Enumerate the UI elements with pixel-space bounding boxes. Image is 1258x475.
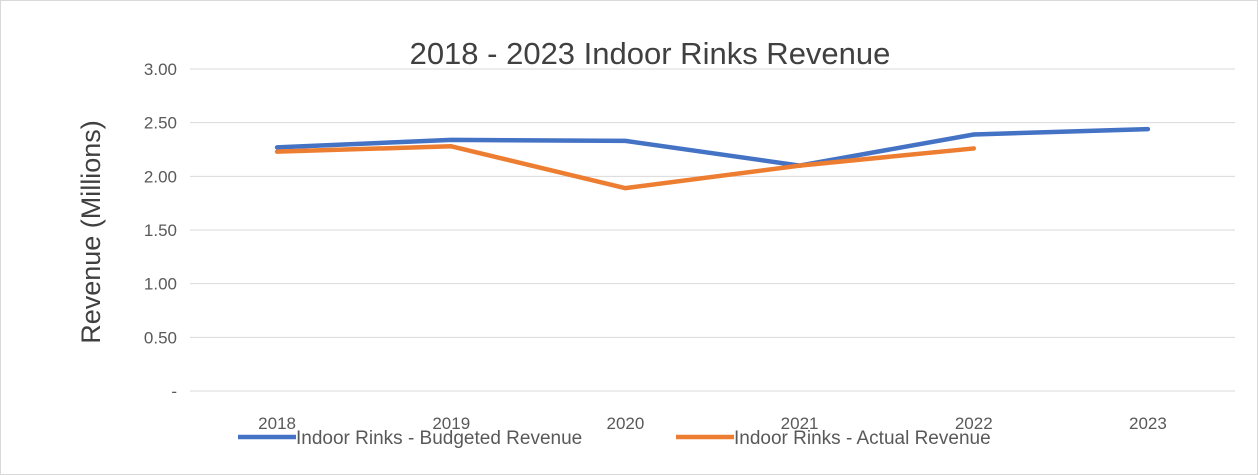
legend: Indoor Rinks - Budgeted Revenue Indoor Ri… xyxy=(238,428,991,449)
y-axis-ticks: - 0.50 1.00 1.50 2.00 2.50 3.00 xyxy=(144,60,177,401)
legend-label: Indoor Rinks - Budgeted Revenue xyxy=(296,428,582,449)
y-tick-label: 0.50 xyxy=(144,328,177,347)
y-axis-label: Revenue (Millions) xyxy=(76,120,106,344)
x-axis-ticks: 2018 2019 2020 2021 2022 2023 xyxy=(258,414,1167,433)
y-tick-label: 2.50 xyxy=(144,114,177,133)
y-tick-label: 1.00 xyxy=(144,275,177,294)
x-tick-label: 2021 xyxy=(781,414,819,433)
series-line xyxy=(274,144,976,191)
y-tick-label: 2.00 xyxy=(144,167,177,186)
gridlines xyxy=(190,68,1235,392)
x-tick-label: 2020 xyxy=(607,414,645,433)
x-tick-label: 2022 xyxy=(955,414,993,433)
x-tick-label: 2023 xyxy=(1129,414,1167,433)
legend-label: Indoor Rinks - Actual Revenue xyxy=(734,428,991,449)
series-lines xyxy=(274,126,1151,191)
chart-title: 2018 - 2023 Indoor Rinks Revenue xyxy=(410,36,891,71)
x-tick-label: 2019 xyxy=(432,414,470,433)
y-tick-label: 1.50 xyxy=(144,221,177,240)
series-line xyxy=(274,126,1151,168)
y-tick-label: - xyxy=(171,382,177,401)
x-tick-label: 2018 xyxy=(258,414,296,433)
y-tick-label: 3.00 xyxy=(144,60,177,79)
